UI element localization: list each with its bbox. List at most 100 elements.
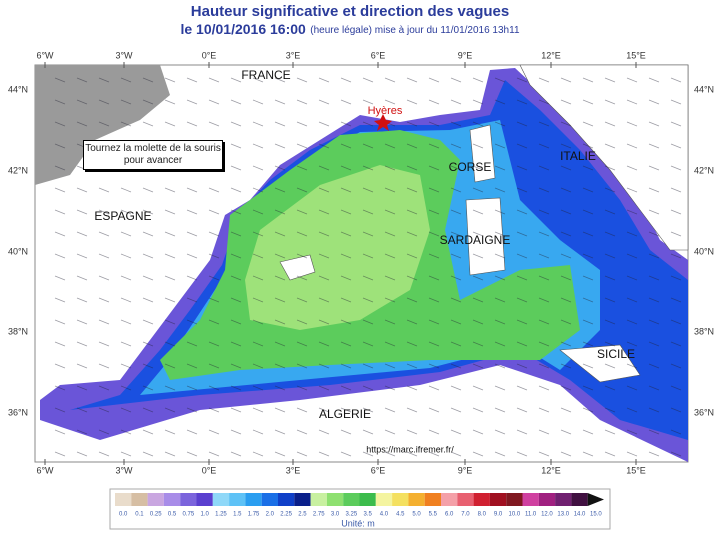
wave-arrow [340,143,352,149]
wave-arrow [450,143,462,149]
wave-arrow [626,451,638,457]
hyeres-marker [374,114,392,131]
wave-arrow [142,385,154,391]
wave-arrow [208,209,220,215]
wave-arrow [494,253,506,259]
wave-arrow [318,341,330,347]
wave-arrow [274,429,286,435]
wave-arrow [560,341,572,347]
wave-arrow [362,385,374,391]
wave-arrow [274,231,286,237]
wave-arrow [296,253,308,259]
wave-arrow [230,209,242,215]
wave-arrow [54,187,66,193]
wave-arrow [450,187,462,193]
wave-arrow [230,429,242,435]
wave-arrow [120,209,132,215]
wave-arrow [362,143,374,149]
wave-arrow [142,363,154,369]
sicily-land [559,344,641,383]
wave-arrow [516,341,528,347]
wave-arrow [516,319,528,325]
wave-arrow [54,231,66,237]
wave-arrow [318,77,330,83]
wave-arrow [516,231,528,237]
wave-arrow [274,341,286,347]
italy-land [519,64,689,251]
wave-arrow [406,231,418,237]
wave-arrow [164,99,176,105]
wave-arrow [384,341,396,347]
title: Hauteur significative et direction des v… [191,3,509,20]
place-label: CORSE [449,160,492,174]
wave-arrow [516,165,528,171]
wave-arrow [560,99,572,105]
update: (heure légale) mise à jour du 11/01/2016… [310,25,520,36]
wave-arrow [274,363,286,369]
wave-arrow [626,407,638,413]
lon-label: 12°E [541,465,561,475]
wave-arrow [142,209,154,215]
wave-arrow [428,121,440,127]
wave-arrow [296,297,308,303]
wave-arrow [318,209,330,215]
wave-arrow [318,231,330,237]
legend-label: 3.5 [363,512,372,518]
wave-arrow [670,297,682,303]
wave-arrow [340,209,352,215]
wave-arrow [538,209,550,215]
legend-swatch [310,493,327,506]
lon-label: 6°E [371,465,386,475]
legend-swatch [538,493,556,506]
wave-arrow [142,297,154,303]
wave-arrow [560,407,572,413]
wave-arrow [142,451,154,457]
wave-arrow [626,297,638,303]
wave-arrow [296,385,308,391]
wave-arrow [208,253,220,259]
wave-arrow [362,209,374,215]
wave-arrow [76,99,88,105]
wave-arrow [472,429,484,435]
wave-arrow [516,407,528,413]
wave-arrow [670,385,682,391]
wave-arrow [362,253,374,259]
wave-arrow [648,385,660,391]
wave-arrow [516,451,528,457]
lon-label: 0°E [202,465,217,475]
wave-arrow [340,77,352,83]
wave-arrow [626,77,638,83]
wave-arrow [318,121,330,127]
wave-arrow [76,341,88,347]
wave-arrow [604,341,616,347]
wave-arrow [494,165,506,171]
wave-arrow [274,187,286,193]
legend-swatch [441,493,458,506]
wave-arrow [296,209,308,215]
wave-arrow [98,363,110,369]
wave-arrow [120,231,132,237]
sardinia-land [465,197,506,276]
wave-arrow [142,187,154,193]
wave-arrow [494,121,506,127]
wave-arrow [406,253,418,259]
wave-arrow [76,319,88,325]
wave-arrow [626,187,638,193]
wave-arrow [54,319,66,325]
wave-arrow [142,77,154,83]
wave-arrow [450,99,462,105]
wave-arrow [142,275,154,281]
wave-arrow [252,143,264,149]
wave-arrow [164,275,176,281]
wave-arrow [142,99,154,105]
lon-label: 9°E [458,50,473,60]
wave-arrow [582,121,594,127]
wave-arrow [560,143,572,149]
wave-arrow [406,341,418,347]
wave-arrow [318,297,330,303]
wave-arrow [186,297,198,303]
wave-arrow [120,121,132,127]
wave-arrow [604,363,616,369]
wave-arrow [186,77,198,83]
wave-arrow [362,341,374,347]
